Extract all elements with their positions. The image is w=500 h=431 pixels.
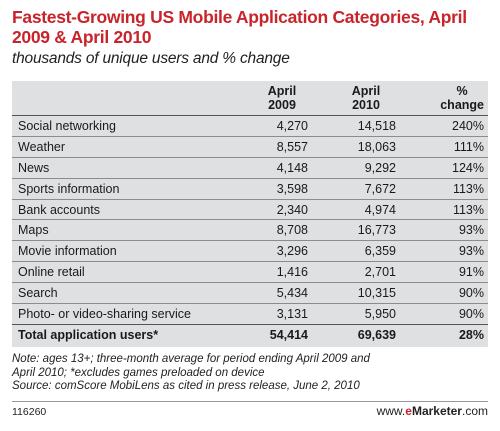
row-category: Sports information [12,177,242,200]
row-change: 240% [410,115,488,137]
row-change: 90% [410,282,488,304]
total-apr2009: 54,414 [242,323,322,345]
row-category: Search [12,282,242,304]
table-row: Maps 8,708 16,773 93% [12,219,488,241]
header-april-2010-line2: 2010 [352,98,380,112]
header-pct-change-line2: change [440,98,484,112]
row-apr2010: 10,315 [322,282,410,304]
table-row: News 4,148 9,292 124% [12,156,488,179]
row-category: Online retail [12,261,242,283]
footer-divider [12,401,488,402]
row-category: News [12,156,242,179]
header-april-2009-line2: 2009 [268,98,296,112]
row-change: 93% [410,240,488,262]
header-april-2010-line1: April [351,84,381,98]
table-row: Search 5,434 10,315 90% [12,282,488,304]
table-row: Photo- or video-sharing service 3,131 5,… [12,303,488,325]
note-line-1: Note: ages 13+; three-month average for … [12,353,370,365]
row-apr2009: 3,598 [242,177,322,200]
emarketer-brand: www.eMarketer.com [377,404,488,418]
brand-e: e [405,404,412,418]
row-apr2009: 4,148 [242,156,322,179]
row-category: Bank accounts [12,198,242,220]
row-change: 111% [410,135,488,158]
header-april-2009: April 2009 [242,81,322,116]
row-change: 90% [410,303,488,325]
row-change: 113% [410,198,488,220]
total-category: Total application users* [12,323,242,345]
table-row: Movie information 3,296 6,359 93% [12,240,488,262]
row-apr2009: 3,131 [242,303,322,325]
brand-prefix: www. [376,404,406,418]
total-apr2010: 69,639 [322,323,410,345]
table-row: Bank accounts 2,340 4,974 113% [12,198,488,220]
note-line-2: April 2010; *excludes games preloaded on… [12,366,265,379]
data-table: April 2009 April 2010 % change Social ne… [12,81,488,345]
chart-title: Fastest-Growing US Mobile Application Ca… [12,7,467,47]
row-category: Maps [12,219,242,241]
row-apr2010: 7,672 [322,177,410,200]
brand-suffix: .com [461,404,488,418]
notes: Note: ages 13+; three-month average for … [12,353,490,394]
header-pct-change-line1: % [456,84,468,98]
table-row: Social networking 4,270 14,518 240% [12,115,488,137]
row-apr2010: 16,773 [322,219,410,241]
table-total-row: Total application users* 54,414 69,639 2… [12,323,488,345]
row-apr2010: 2,701 [322,261,410,283]
header-april-2010: April 2010 [322,81,410,116]
header-category [12,81,242,116]
row-category: Social networking [12,115,242,137]
row-apr2010: 6,359 [322,240,410,262]
row-category: Movie information [12,240,242,262]
header-pct-change: % change [410,81,488,116]
table-header-row: April 2009 April 2010 % change [12,81,488,116]
row-category: Weather [12,135,242,158]
chart-id: 116260 [12,406,47,418]
row-apr2010: 14,518 [322,115,410,137]
row-change: 113% [410,177,488,200]
row-apr2010: 9,292 [322,156,410,179]
row-change: 91% [410,261,488,283]
total-change: 28% [410,323,488,345]
row-apr2009: 1,416 [242,261,322,283]
row-apr2010: 5,950 [322,303,410,325]
row-apr2009: 4,270 [242,115,322,137]
row-apr2010: 18,063 [322,135,410,158]
table-row: Online retail 1,416 2,701 91% [12,261,488,283]
row-change: 124% [410,156,488,179]
brand-name: Marketer [411,404,462,418]
row-apr2009: 8,708 [242,219,322,241]
row-apr2010: 4,974 [322,198,410,220]
data-table-container: April 2009 April 2010 % change Social ne… [12,81,488,347]
header-april-2009-line1: April [267,84,297,98]
row-change: 93% [410,219,488,241]
source-line: Source: comScore MobiLens as cited in pr… [12,380,360,392]
chart-subtitle: thousands of unique users and % change [12,50,290,67]
table-row: Weather 8,557 18,063 111% [12,135,488,158]
table-row: Sports information 3,598 7,672 113% [12,177,488,200]
row-apr2009: 2,340 [242,198,322,220]
row-apr2009: 8,557 [242,135,322,158]
row-apr2009: 5,434 [242,282,322,304]
row-category: Photo- or video-sharing service [12,303,242,325]
row-apr2009: 3,296 [242,240,322,262]
